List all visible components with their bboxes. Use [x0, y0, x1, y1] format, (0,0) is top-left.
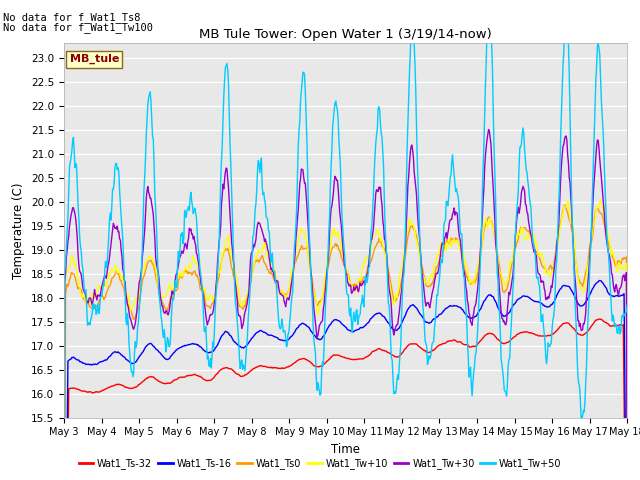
Wat1_Tw+10	[215, 268, 223, 274]
Line: Wat1_Tw+30: Wat1_Tw+30	[64, 130, 627, 480]
Wat1_Tw+10	[70, 262, 78, 267]
Wat1_Tw+50	[128, 369, 136, 374]
Wat1_Ts0	[561, 202, 569, 208]
Wat1_Tw+50	[431, 325, 438, 331]
Wat1_Tw+30	[186, 226, 193, 231]
Wat1_Tw+30	[484, 127, 492, 132]
Wat1_Ts0	[215, 273, 223, 279]
Wat1_Tw+30	[431, 278, 438, 284]
X-axis label: Time: Time	[331, 443, 360, 456]
Wat1_Ts0	[186, 270, 193, 276]
Wat1_Tw+30	[215, 239, 223, 245]
Title: MB Tule Tower: Open Water 1 (3/19/14-now): MB Tule Tower: Open Water 1 (3/19/14-now…	[199, 28, 492, 41]
Wat1_Tw+50	[414, 179, 422, 185]
Wat1_Tw+30	[414, 219, 422, 225]
Wat1_Tw+10	[186, 264, 193, 269]
Wat1_Ts0	[431, 274, 438, 280]
Wat1_Tw+30	[128, 322, 136, 328]
Wat1_Ts-16	[596, 277, 604, 283]
Wat1_Ts-32	[70, 385, 78, 391]
Wat1_Tw+10	[128, 303, 136, 309]
Wat1_Ts-16	[431, 316, 438, 322]
Legend: Wat1_Ts-32, Wat1_Ts-16, Wat1_Ts0, Wat1_Tw+10, Wat1_Tw+30, Wat1_Tw+50: Wat1_Ts-32, Wat1_Ts-16, Wat1_Ts0, Wat1_T…	[75, 454, 565, 473]
Y-axis label: Temperature (C): Temperature (C)	[12, 182, 26, 279]
Wat1_Ts-16	[414, 308, 422, 313]
Wat1_Tw+50	[186, 208, 193, 214]
Wat1_Ts-16	[186, 342, 193, 348]
Wat1_Ts-16	[70, 355, 78, 361]
Wat1_Tw+30	[70, 208, 78, 214]
Wat1_Tw+10	[414, 244, 422, 250]
Wat1_Ts-32	[128, 385, 136, 391]
Wat1_Ts0	[128, 312, 136, 318]
Line: Wat1_Ts-32: Wat1_Ts-32	[64, 319, 627, 480]
Line: Wat1_Tw+50: Wat1_Tw+50	[64, 0, 627, 480]
Line: Wat1_Ts0: Wat1_Ts0	[64, 205, 627, 480]
Wat1_Ts0	[70, 272, 78, 277]
Text: No data for f_Wat1_Tw100: No data for f_Wat1_Tw100	[3, 22, 153, 33]
Wat1_Ts-32	[414, 343, 422, 348]
Text: No data for f_Wat1_Ts8: No data for f_Wat1_Ts8	[3, 12, 141, 23]
Wat1_Ts-32	[215, 369, 223, 374]
Line: Wat1_Ts-16: Wat1_Ts-16	[64, 280, 627, 480]
Text: MB_tule: MB_tule	[70, 54, 119, 64]
Wat1_Ts0	[414, 241, 422, 247]
Wat1_Ts-32	[186, 372, 193, 378]
Wat1_Ts-16	[128, 361, 136, 367]
Wat1_Ts-16	[215, 339, 223, 345]
Wat1_Tw+50	[70, 147, 78, 153]
Wat1_Tw+50	[215, 241, 223, 247]
Line: Wat1_Tw+10: Wat1_Tw+10	[64, 201, 627, 480]
Wat1_Tw+10	[431, 261, 438, 266]
Wat1_Tw+10	[596, 198, 604, 204]
Wat1_Ts-32	[431, 347, 438, 352]
Wat1_Ts-32	[596, 316, 604, 322]
Wat1_Tw+50	[623, 302, 631, 308]
